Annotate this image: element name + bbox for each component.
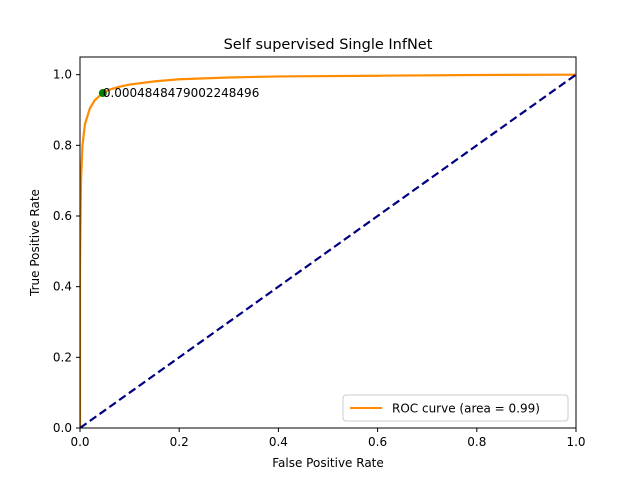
- y-tick-label: 0.4: [53, 280, 72, 294]
- roc-curve-line: [80, 73, 576, 428]
- chance-diagonal-line: [80, 73, 576, 428]
- threshold-marker: [98, 89, 107, 98]
- y-axis-label: True Positive Rate: [28, 189, 42, 297]
- plot-frame: [79, 56, 577, 429]
- x-tick-label: 0.8: [467, 435, 486, 449]
- threshold-annotation: 0.0004848479002248496: [103, 86, 260, 100]
- legend-label: ROC curve (area = 0.99): [392, 402, 540, 416]
- y-tick-label: 1.0: [53, 68, 72, 82]
- ticks-layer: 0.0 0.2 0.4 0.6 0.8 1.0 0.0 0.2 0.4 0.6 0.8 1.0: [53, 68, 586, 449]
- x-tick-label: 0.4: [269, 435, 288, 449]
- chart-title: Self supervised Single InfNet: [224, 37, 433, 53]
- x-tick-label: 0.2: [170, 435, 189, 449]
- y-tick-label: 0.8: [53, 138, 72, 152]
- series-layer: 0.0004848479002248496: [80, 73, 576, 428]
- y-tick-label: 0.2: [53, 350, 72, 364]
- x-tick-label: 0.0: [70, 435, 89, 449]
- y-tick-label: 0.0: [53, 421, 72, 435]
- x-axis-label: False Positive Rate: [272, 456, 384, 470]
- x-tick-label: 1.0: [566, 435, 585, 449]
- legend: ROC curve (area = 0.99): [342, 394, 569, 422]
- y-tick-label: 0.6: [53, 209, 72, 223]
- x-tick-label: 0.6: [368, 435, 387, 449]
- legend-box: [342, 394, 569, 422]
